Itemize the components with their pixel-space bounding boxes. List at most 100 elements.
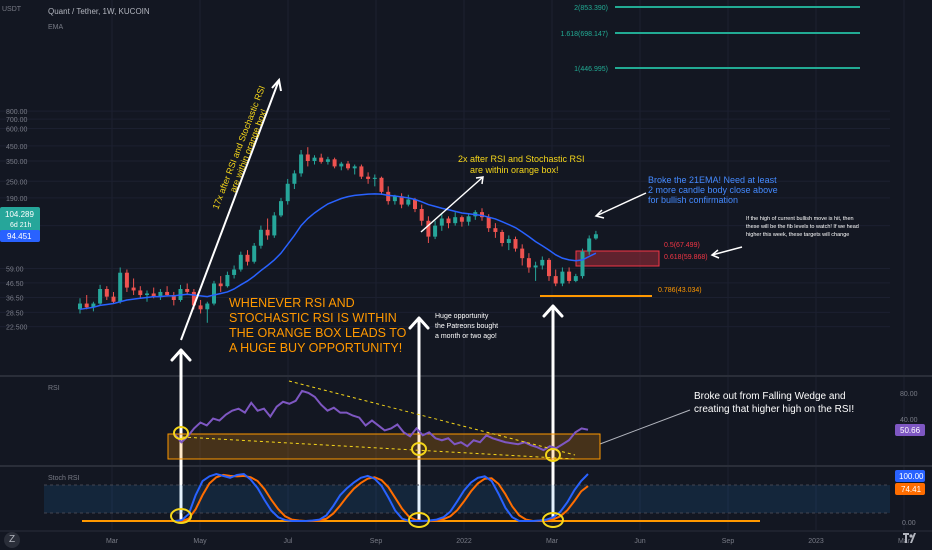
candle-body (567, 271, 572, 281)
candle-body (386, 191, 391, 202)
rsi-label: RSI (48, 385, 60, 392)
candle-body (332, 159, 337, 167)
time-tick-label: Jul (284, 538, 293, 545)
time-tick-label: 2023 (808, 538, 824, 545)
candle-body (366, 176, 371, 179)
time-tick-label: Mar (546, 538, 559, 545)
candle-body (145, 293, 149, 296)
stoch-signal-circle (408, 512, 430, 528)
candle-body (138, 290, 143, 296)
stoch-rsi-label: Stoch RSI (48, 475, 80, 482)
rsi-signal-circle (411, 442, 427, 456)
rally-arrow (420, 176, 484, 233)
chart-symbol-title: Quant / Tether, 1W, KUCOIN (48, 7, 150, 16)
fib-zone-box (575, 250, 660, 267)
stoch-signal-circle (542, 512, 564, 528)
falling-wedge-top (288, 380, 576, 456)
candle-body (325, 159, 330, 162)
candle-body (205, 303, 210, 310)
stoch-signal-circle (170, 508, 192, 524)
candle-body (453, 217, 458, 224)
annotation-patreon: Huge opportunity (435, 313, 489, 320)
candle-body (446, 218, 451, 224)
price-tick-label: 350.00 (6, 159, 28, 166)
candle-body (258, 229, 263, 246)
rsi-value-badge (895, 424, 925, 436)
candle-body (486, 217, 491, 229)
settings-icon[interactable]: Z (4, 532, 20, 548)
stoch-d-value: 74.41 (901, 485, 922, 494)
time-tick-label: May (193, 538, 207, 545)
time-tick-label: Mar (106, 538, 119, 545)
stoch-k-badge (895, 470, 925, 482)
candle-body (118, 272, 123, 302)
price-tick-label: 800.00 (6, 109, 28, 116)
candle-body (279, 201, 283, 216)
fib-level-label: 1(446.995) (574, 66, 608, 73)
candle-body (419, 209, 424, 221)
annotation-patreon: the Patreons bought (435, 323, 498, 330)
candle-body (131, 287, 136, 291)
stoch-band (44, 485, 890, 513)
candle-body (165, 291, 170, 296)
candle-body (225, 274, 230, 287)
price-tick-label: 36.50 (6, 295, 24, 302)
candle-body (312, 157, 317, 161)
candle-body (500, 231, 505, 243)
candle-body (252, 245, 257, 262)
candle-body (191, 291, 196, 306)
ema-line (79, 193, 597, 311)
candle-body (245, 254, 250, 262)
time-tick-label: Mar (898, 538, 911, 545)
fib-level-label: 1.618(698.147) (561, 31, 608, 38)
annotation-targets: If the high of current bullish move is h… (746, 216, 854, 222)
candle-body (78, 303, 82, 310)
time-tick-label: 2022 (456, 538, 472, 545)
candle-body (433, 225, 438, 237)
annotation-rally-2: are within orange box! (470, 165, 559, 175)
rsi-axis-label: 80.00 (900, 391, 918, 398)
bar-countdown: 6d 21h (10, 222, 32, 229)
currency-label: USDT (2, 6, 22, 13)
rsi-value: 50.66 (900, 426, 921, 435)
annotation-main-rule: A HUGE BUY OPPORTUNITY! (229, 341, 402, 355)
current-price-value: 104.289 (5, 210, 34, 219)
candle-body (299, 154, 304, 174)
candle-body (520, 248, 525, 259)
current-price-badge (0, 207, 40, 232)
pointer-arrowhead (594, 209, 605, 219)
candle-body (480, 212, 484, 218)
candle-body (513, 239, 518, 249)
candle-body (346, 163, 350, 169)
price-tick-label: 22.500 (6, 325, 28, 332)
candle-body (339, 163, 344, 167)
candle-body (459, 217, 464, 222)
rally-arrowhead (271, 77, 282, 92)
fib-level-label: 0.786(43.034) (658, 287, 702, 294)
price-tick-label: 28.50 (6, 310, 24, 317)
candle-body (553, 276, 558, 284)
annotation-main-rule: STOCHASTIC RSI IS WITHIN (229, 311, 397, 325)
price-tick-label: 46.50 (6, 281, 24, 288)
price-tick-label: 190.00 (6, 196, 28, 203)
buy-signal-arrowhead (542, 304, 564, 318)
candle-body (392, 196, 397, 202)
candle-body (319, 157, 324, 162)
annotation-ema-break: 2 more candle body close above (648, 185, 778, 195)
candle-body (359, 166, 364, 177)
candle-body (212, 283, 216, 304)
candle-body (466, 216, 471, 222)
rsi-line (174, 389, 589, 452)
rsi-axis-label: 40.00 (900, 417, 918, 424)
time-tick-label: Sep (370, 538, 383, 545)
rally-arrowhead (475, 176, 484, 185)
annotation-wedge-connector (599, 409, 691, 445)
candle-body (232, 269, 237, 275)
candle-body (426, 220, 431, 237)
annotation-wedge: Broke out from Falling Wedge and (694, 391, 846, 402)
candle-body (580, 251, 585, 277)
annotation-ema-break: Broke the 21EMA! Need at least (648, 175, 777, 185)
candle-body (593, 234, 598, 239)
